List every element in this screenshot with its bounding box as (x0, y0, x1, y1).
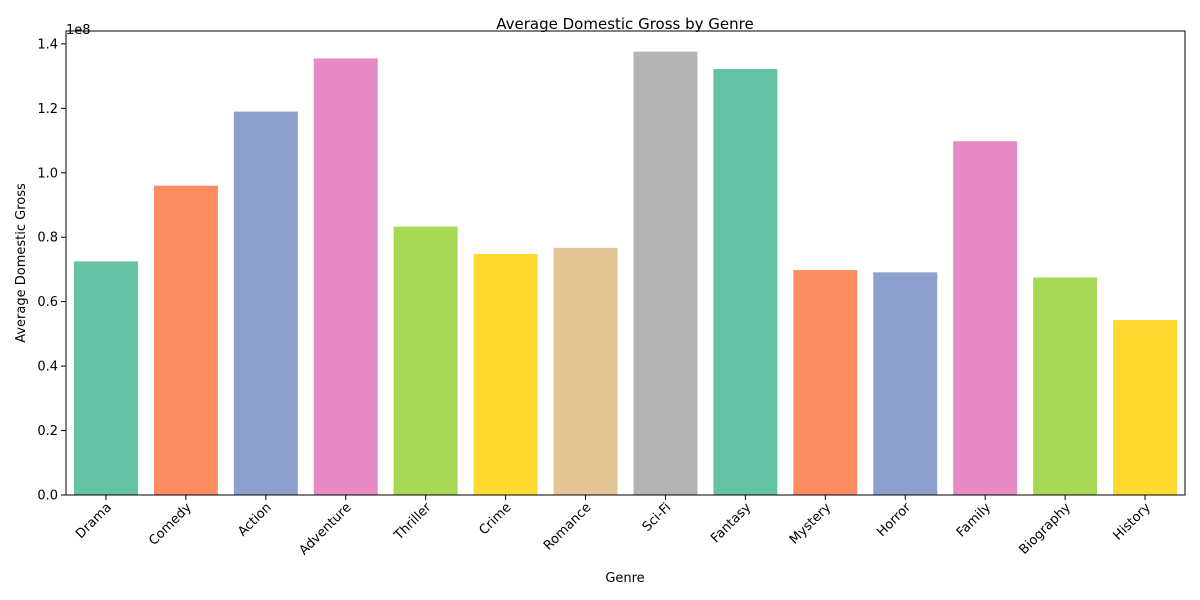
x-tick-label: Fantasy (708, 500, 754, 546)
bar-comedy (153, 185, 218, 495)
bar-romance (553, 247, 618, 495)
x-tick-label: History (1111, 500, 1155, 544)
bar-fantasy (713, 69, 778, 496)
x-axis-ticks: Drama Comedy Action Adventure Thriller Crime R… (73, 495, 1154, 558)
y-tick-label: 0.0 (37, 489, 58, 504)
bar-sci-fi (633, 51, 698, 495)
y-tick-label: 0.2 (37, 424, 58, 439)
bar-mystery (793, 270, 858, 495)
y-tick-label: 0.6 (37, 295, 58, 310)
y-tick-label: 1.2 (37, 102, 58, 117)
y-tick-label: 0.8 (37, 231, 58, 246)
x-tick-label: Biography (1016, 500, 1074, 558)
bars-group (73, 51, 1178, 496)
y-tick-label: 0.4 (37, 360, 58, 375)
x-tick-label: Thriller (391, 500, 435, 544)
bar-adventure (313, 58, 378, 496)
bar-horror (873, 272, 938, 495)
x-tick-label: Drama (73, 500, 115, 542)
bar-thriller (393, 226, 458, 496)
y-tick-label: 1.4 (37, 37, 58, 52)
y-axis-label: Average Domestic Gross (14, 183, 29, 343)
bar-biography (1033, 277, 1098, 495)
bar-action (233, 111, 298, 496)
plot-frame (65, 30, 1186, 496)
chart-title: Average Domestic Gross by Genre (496, 15, 753, 33)
x-tick-label: Sci-Fi (640, 500, 675, 535)
x-tick-label: Action (235, 500, 274, 539)
bar-crime (473, 253, 538, 495)
x-tick-label: Crime (476, 500, 514, 538)
y-tick-label: 1.0 (37, 166, 58, 181)
x-tick-label: Comedy (146, 500, 195, 549)
bar-history (1113, 320, 1178, 495)
y-axis-ticks: 0.0 0.2 0.4 0.6 0.8 1.0 1.2 1.4 (37, 37, 66, 504)
x-tick-label: Horror (874, 500, 914, 540)
x-tick-label: Mystery (787, 500, 834, 547)
x-axis-label: Genre (605, 571, 644, 586)
bar-drama (73, 261, 138, 495)
x-tick-label: Romance (541, 500, 594, 553)
bar-family (953, 141, 1018, 495)
x-tick-label: Adventure (296, 500, 354, 558)
x-tick-label: Family (954, 500, 994, 540)
